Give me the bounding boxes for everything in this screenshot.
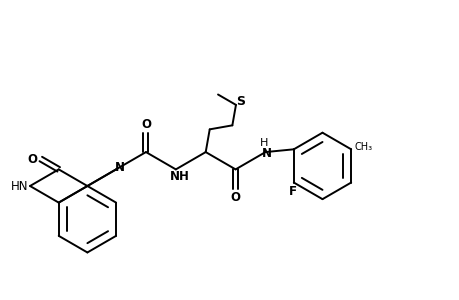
Text: N: N bbox=[261, 146, 271, 160]
Text: CH₃: CH₃ bbox=[354, 142, 372, 152]
Text: O: O bbox=[140, 118, 151, 131]
Text: S: S bbox=[235, 95, 245, 108]
Text: NH: NH bbox=[169, 170, 189, 183]
Text: O: O bbox=[28, 152, 38, 166]
Text: N: N bbox=[114, 160, 124, 174]
Text: H: H bbox=[260, 138, 268, 148]
Text: F: F bbox=[288, 185, 296, 198]
Text: O: O bbox=[230, 190, 240, 204]
Text: HN: HN bbox=[11, 179, 28, 193]
